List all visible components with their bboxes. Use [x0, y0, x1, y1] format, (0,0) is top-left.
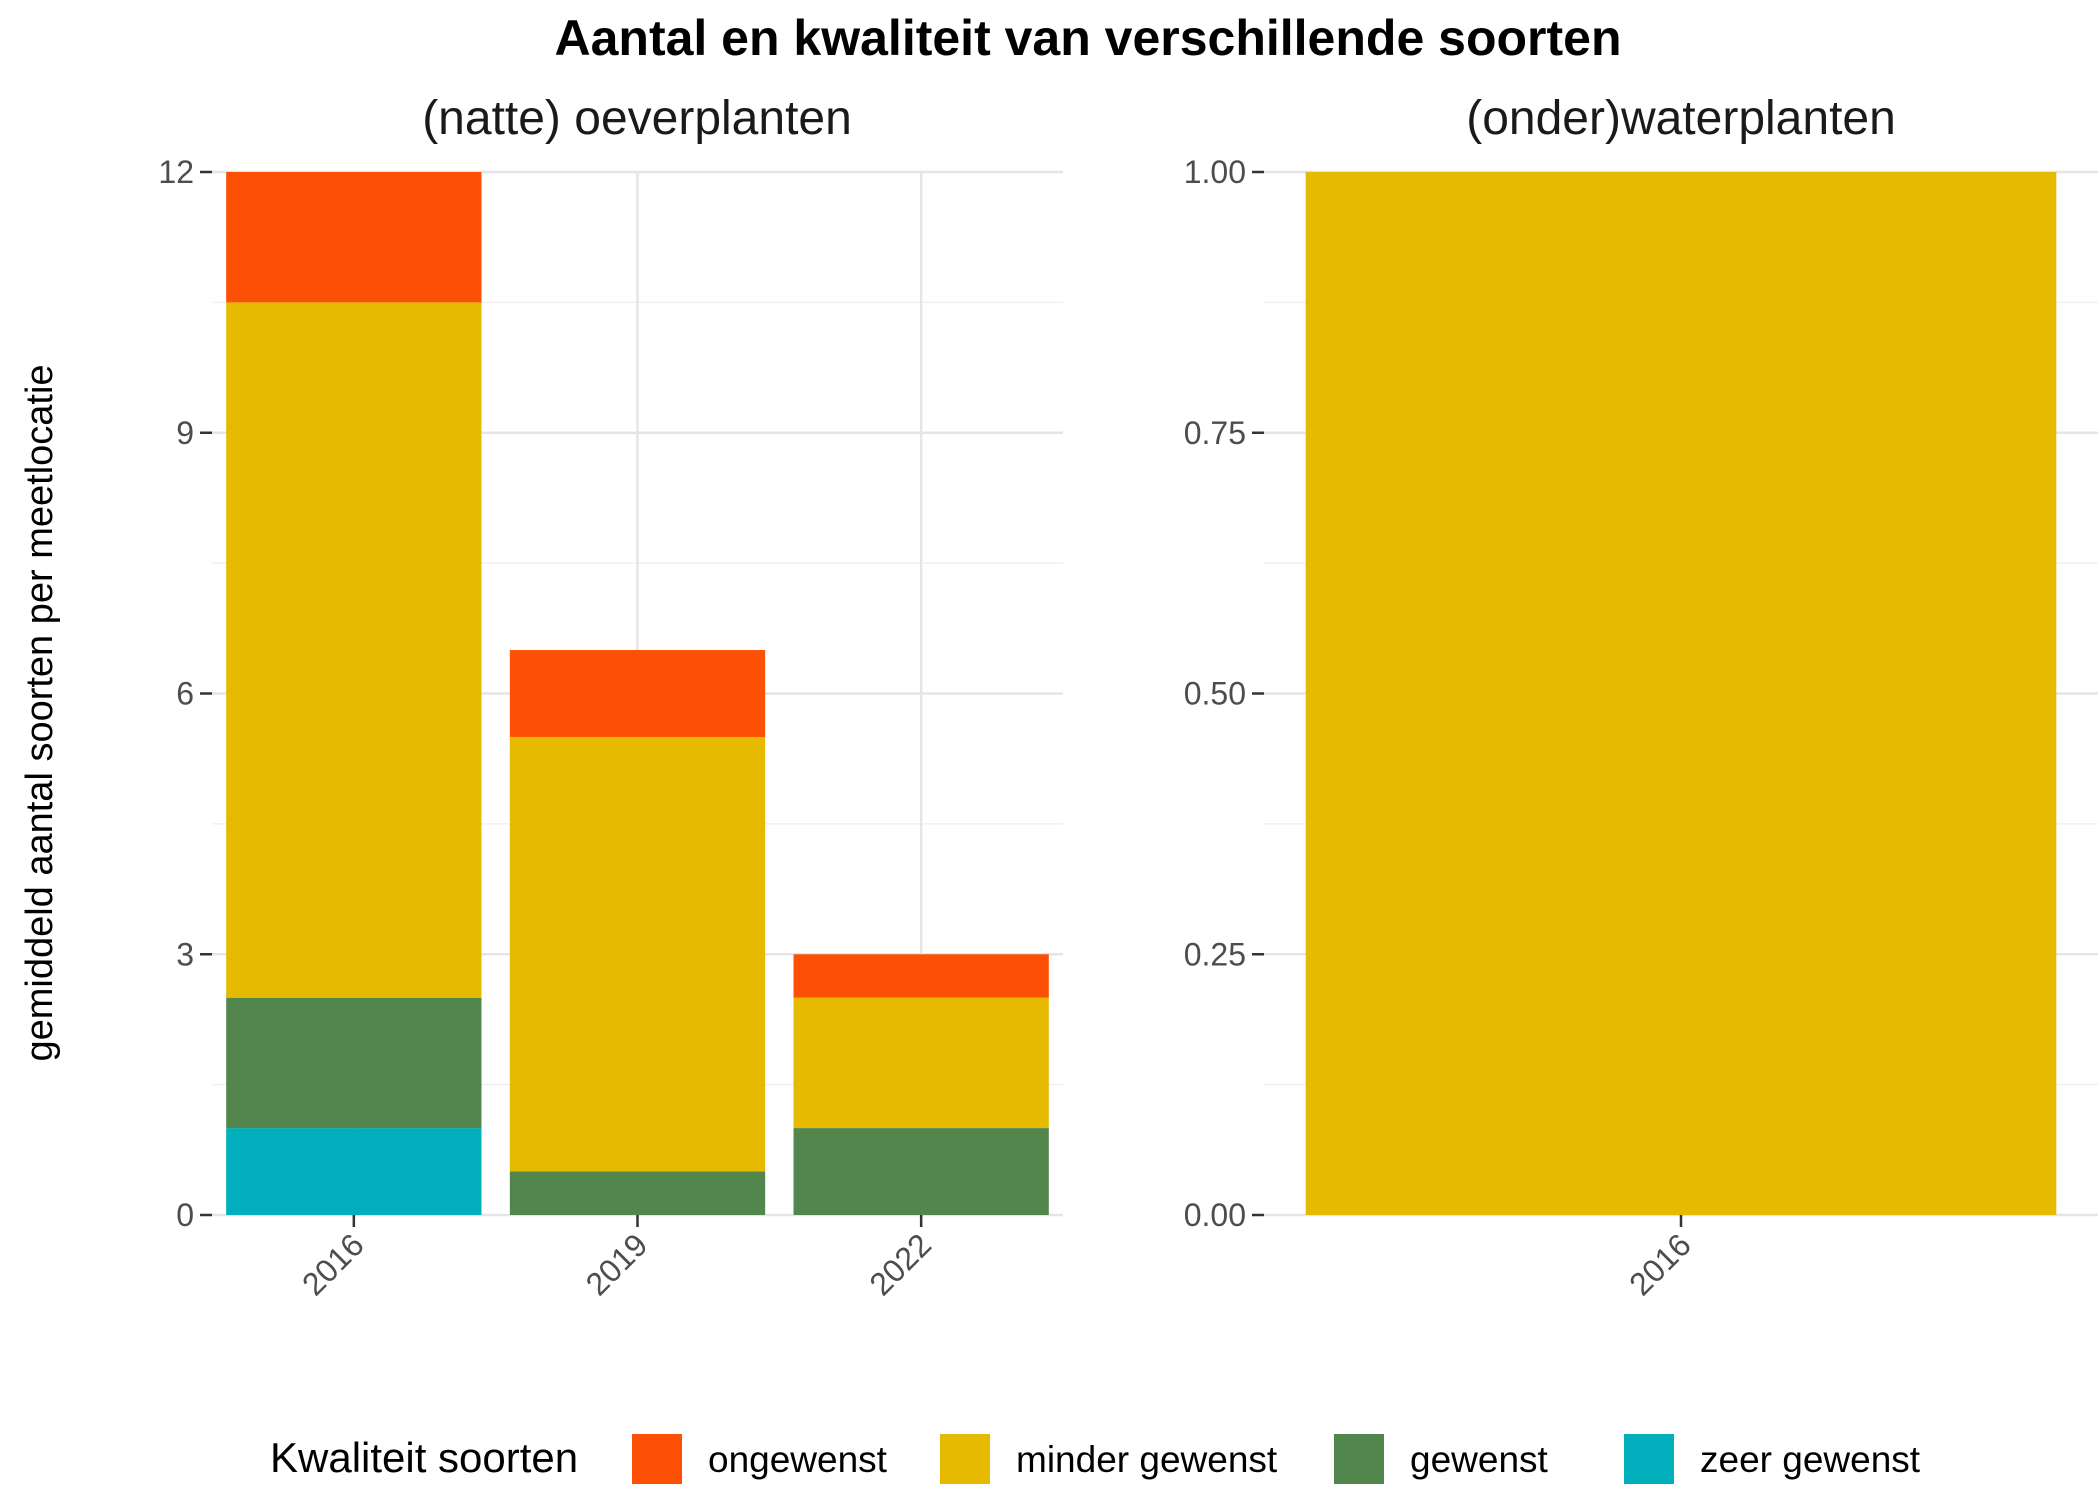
bar-gewenst-2016 — [226, 997, 482, 1129]
bars-oeverplanten — [226, 172, 1049, 1215]
x-tick-label: 2019 — [579, 1226, 655, 1302]
legend-title: Kwaliteit soorten — [270, 1434, 578, 1481]
legend-label-ongewenst: ongewenst — [708, 1439, 888, 1480]
bar-zeer_gewenst-2016 — [226, 1128, 482, 1215]
bar-ongewenst-2016 — [226, 172, 482, 303]
x-axis-waterplanten: 2016 — [1622, 1215, 1698, 1302]
y-tick-label: 0 — [176, 1197, 194, 1233]
y-tick-label: 1.00 — [1184, 154, 1246, 190]
bars-waterplanten — [1305, 172, 2057, 1215]
facet-waterplanten: (onder)waterplanten 0.00 0.25 0.50 0.75 1.00… — [1184, 92, 2098, 1302]
bar-minder_gewenst-2019 — [509, 736, 766, 1172]
bar-minder_gewenst-2016 — [1305, 172, 2057, 1215]
bar-ongewenst-2019 — [509, 650, 766, 737]
y-axis-waterplanten: 0.00 0.25 0.50 0.75 1.00 — [1184, 154, 1264, 1233]
facet-title-waterplanten: (onder)waterplanten — [1466, 92, 1896, 145]
facet-oeverplanten: (natte) oeverplanten 0 3 6 9 12 2016 2019 2022 — [158, 92, 1063, 1302]
y-tick-label: 9 — [176, 415, 194, 451]
legend-label-minder_gewenst: minder gewenst — [1016, 1439, 1278, 1480]
y-axis-title: gemiddeld aantal soorten per meetlocatie — [19, 364, 61, 1061]
y-tick-label: 0.00 — [1184, 1197, 1246, 1233]
y-tick-label: 0.25 — [1184, 936, 1246, 972]
bar-gewenst-2019 — [509, 1171, 766, 1215]
chart-title: Aantal en kwaliteit van verschillende so… — [554, 10, 1621, 66]
y-tick-label: 3 — [176, 936, 194, 972]
legend-key-ongewenst — [632, 1434, 682, 1484]
y-tick-label: 0.75 — [1184, 415, 1246, 451]
x-tick-label: 2022 — [862, 1226, 938, 1302]
x-tick-label: 2016 — [1622, 1226, 1698, 1302]
legend-key-minder_gewenst — [940, 1434, 990, 1484]
legend: Kwaliteit soorten ongewenst minder gewens… — [270, 1434, 1921, 1484]
bar-minder_gewenst-2022 — [793, 997, 1049, 1129]
legend-key-gewenst — [1334, 1434, 1384, 1484]
y-tick-label: 0.50 — [1184, 676, 1246, 712]
facet-title-oeverplanten: (natte) oeverplanten — [422, 92, 852, 145]
bar-ongewenst-2022 — [793, 954, 1049, 998]
legend-key-zeer_gewenst — [1624, 1434, 1674, 1484]
y-tick-label: 6 — [176, 676, 194, 712]
x-axis-oeverplanten: 2016 2019 2022 — [295, 1215, 938, 1302]
y-axis-oeverplanten: 0 3 6 9 12 — [158, 154, 212, 1233]
x-tick-label: 2016 — [295, 1226, 371, 1302]
bar-minder_gewenst-2016 — [226, 302, 482, 998]
y-tick-label: 12 — [158, 154, 194, 190]
legend-label-gewenst: gewenst — [1410, 1439, 1549, 1480]
legend-label-zeer_gewenst: zeer gewenst — [1700, 1439, 1921, 1480]
bar-gewenst-2022 — [793, 1128, 1049, 1215]
